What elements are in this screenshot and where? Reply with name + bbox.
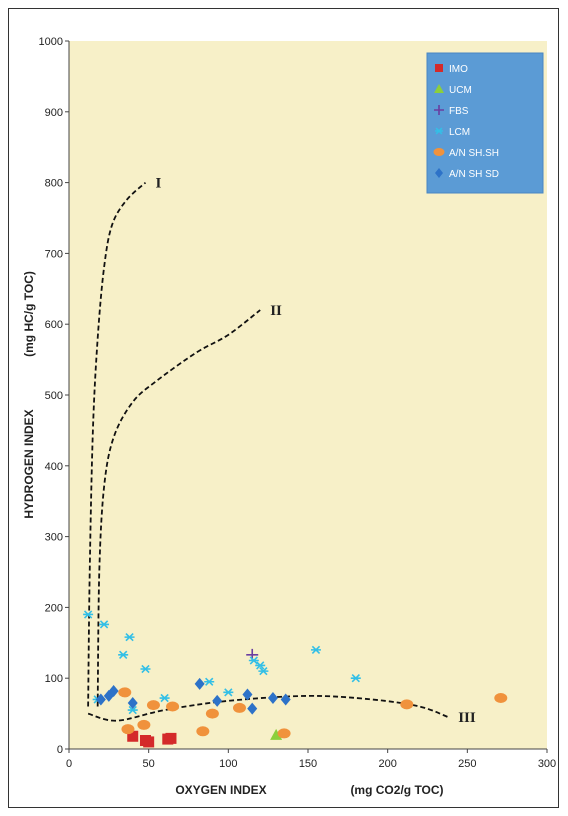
point-a-n-sh-sh [147,700,160,710]
x-tick-label: 50 [143,758,155,770]
point-imo [165,733,176,744]
point-a-n-sh-sh [278,728,291,738]
legend-label-imo: IMO [449,64,468,75]
y-tick-label: 900 [45,107,63,119]
x-tick-label: 300 [538,758,556,770]
y-tick-label: 200 [45,602,63,614]
y-tick-label: 100 [45,673,63,685]
y-tick-label: 800 [45,178,63,190]
x-tick-label: 150 [299,758,317,770]
x-tick-label: 200 [378,758,396,770]
y-axis-title: HYDROGEN INDEX [22,409,36,518]
point-a-n-sh-sh [494,693,507,703]
x-axis-units: (mg CO2/g TOC) [350,783,443,797]
x-tick-label: 100 [219,758,237,770]
point-imo [143,736,154,747]
chart-frame: I II III 0 100 200 300 400 500 600 700 800 900 1000 0… [8,8,559,808]
y-tick-label: 500 [45,390,63,402]
point-a-n-sh-sh [166,702,179,712]
legend-label-ucm: UCM [449,85,472,96]
point-a-n-sh-sh [137,720,150,730]
point-a-n-sh-sh [118,687,131,697]
y-tick-label: 700 [45,248,63,260]
legend-label-a-n-sh-sd: A/N SH SD [449,169,499,180]
legend: IMO UCM FBS LCM A/N SH.SH A/N SH SD [427,53,543,193]
legend-marker-a-n-sh-sh [434,148,445,156]
legend-marker-imo [435,64,443,72]
legend-label-a-n-sh-sh: A/N SH.SH [449,148,499,159]
x-axis-title: OXYGEN INDEX [175,783,266,797]
legend-label-lcm: LCM [449,127,470,138]
curve-label-ii: II [270,303,282,319]
point-a-n-sh-sh [121,724,134,734]
y-tick-label: 1000 [39,36,63,48]
point-a-n-sh-sh [233,703,246,713]
point-a-n-sh-sh [196,726,209,736]
point-a-n-sh-sh [400,699,413,709]
curve-label-i: I [155,176,161,192]
y-tick-label: 300 [45,532,63,544]
curve-label-iii: III [458,710,476,726]
point-a-n-sh-sh [206,709,219,719]
legend-label-fbs: FBS [449,106,469,117]
y-axis-units: (mg HC/g TOC) [22,271,36,357]
y-tick-label: 400 [45,461,63,473]
y-tick-label: 0 [57,744,63,756]
x-tick-label: 0 [66,758,72,770]
y-tick-label: 600 [45,319,63,331]
x-tick-label: 250 [458,758,476,770]
